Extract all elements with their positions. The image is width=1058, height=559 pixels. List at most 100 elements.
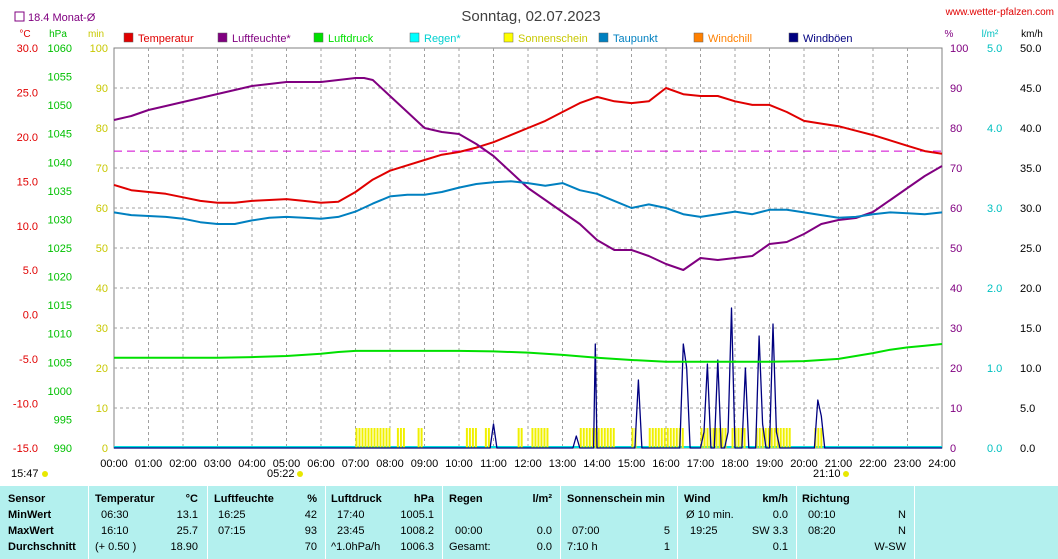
humidity-tick: 90	[950, 83, 962, 95]
header-temp-unit: °C	[185, 493, 198, 505]
rain-value: 0.0	[536, 541, 552, 553]
humidity-tick: 30	[950, 323, 962, 335]
time-tick: 03:00	[204, 458, 232, 470]
wind-time: 19:25	[690, 525, 718, 537]
legend-label: Regen*	[424, 33, 461, 45]
press-trend: ^1.0hPa/h	[331, 541, 381, 553]
header-sensor: Sensor	[8, 493, 46, 505]
sunshine-stripe	[520, 428, 523, 448]
column-divider	[796, 486, 797, 559]
column-divider	[914, 486, 915, 559]
temp-tick: 5.0	[23, 265, 38, 277]
sunshine-stripe	[758, 428, 761, 448]
month-avg-label: 18.4 Monat-Ø	[28, 12, 96, 24]
sunshine-stripe	[417, 428, 420, 448]
temp-tick: -10.0	[13, 399, 38, 411]
site-link[interactable]: www.wetter-pfalzen.com	[945, 7, 1054, 18]
temp-value: 13.1	[176, 509, 198, 521]
sunshine-stripe	[606, 428, 609, 448]
sunshine-stripe	[681, 428, 684, 448]
sunshine-stripe	[631, 428, 634, 448]
rain-total-label: Gesamt:	[449, 541, 491, 553]
sunshine-stripe	[782, 428, 785, 448]
pressure-tick: 1060	[48, 43, 72, 55]
sunshine-stripe	[582, 428, 585, 448]
sunshine-stripe	[731, 428, 734, 448]
time-tick: 24:00	[928, 458, 956, 470]
legend-label: Windchill	[708, 33, 752, 45]
sunshine-stripe	[666, 428, 669, 448]
month-avg-icon	[14, 11, 25, 22]
sunshine-stripe	[743, 428, 746, 448]
time-tick: 00:00	[100, 458, 128, 470]
sunshine-stripe	[788, 428, 791, 448]
sunshine-stripe	[672, 428, 675, 448]
sunshine-tick: 60	[96, 203, 108, 215]
hum-value: 93	[304, 525, 317, 537]
header-temp: Temperatur	[95, 493, 155, 505]
time-tick: 19:00	[756, 458, 784, 470]
sunshine-stripe	[367, 428, 370, 448]
row-label: MaxWert	[8, 525, 54, 537]
rain-tick: 1.0	[987, 363, 1002, 375]
header-sunshine: Sonnenschein min	[567, 493, 665, 505]
sunshine-stripe	[700, 428, 703, 448]
sunshine-tick: 0	[102, 443, 108, 455]
sunshine-stripe	[651, 428, 654, 448]
hum-time: 07:15	[218, 525, 246, 537]
sunshine-stripe	[612, 428, 615, 448]
sunshine-stripe	[355, 428, 358, 448]
temp-tick: -5.0	[19, 354, 38, 366]
sunshine-tick: 50	[96, 243, 108, 255]
sunshine-bar	[355, 428, 391, 448]
sunshine-stripe	[594, 428, 597, 448]
column-divider	[325, 486, 326, 559]
sunshine-stripe	[785, 428, 788, 448]
sunshine-stripe	[585, 428, 588, 448]
wind-tick: 15.0	[1020, 323, 1041, 335]
time-tick: 20:00	[790, 458, 818, 470]
temp-tick: 25.0	[17, 87, 38, 99]
luftfeuchte-series	[113, 77, 943, 271]
sunset-icon	[843, 471, 849, 477]
sun-icon	[42, 471, 48, 477]
sunshine-stripe	[361, 428, 364, 448]
column-divider	[442, 486, 443, 559]
sunshine-stripe	[654, 428, 657, 448]
rain-value: 0.0	[536, 525, 552, 537]
sunshine-stripe	[579, 428, 582, 448]
time-tick: 22:00	[859, 458, 887, 470]
pressure-tick: 1035	[48, 186, 72, 198]
axis-ticks: 30.0 25.0 20.0 15.0 10.0 5.0 0.0 -5.0 -10.0 -15.0…	[13, 43, 1042, 470]
dir-time: 00:10	[808, 509, 836, 521]
sunshine-stripe	[770, 428, 773, 448]
rain-tick: 4.0	[987, 123, 1002, 135]
sunshine-tick: 10	[96, 403, 108, 415]
sunshine-stripe	[724, 428, 727, 448]
sunshine-stripe	[465, 428, 468, 448]
temperatur-series	[113, 87, 943, 204]
sunshine-stripe	[820, 428, 823, 448]
sunshine-unit: min	[88, 29, 104, 40]
rain-tick: 5.0	[987, 43, 1002, 55]
time-tick: 02:00	[169, 458, 197, 470]
sunshine-bar	[531, 428, 549, 448]
time-tick: 21:00	[825, 458, 853, 470]
pressure-tick: 990	[54, 443, 72, 455]
chart-grid	[113, 47, 943, 449]
pressure-tick: 1005	[48, 357, 72, 369]
sunshine-stripe	[474, 428, 477, 448]
chart-title: Sonntag, 02.07.2023	[461, 8, 600, 25]
time-tick: 18:00	[721, 458, 749, 470]
legend-swatch	[313, 32, 324, 43]
humidity-unit: %	[945, 29, 954, 40]
sunshine-tick: 30	[96, 323, 108, 335]
legend-label: Sonnenschein	[518, 33, 588, 45]
clock-label: 15:47	[11, 468, 39, 480]
wind-value: 0.0	[772, 509, 788, 521]
temp-tick: 10.0	[17, 221, 38, 233]
pressure-tick: 1030	[48, 214, 72, 226]
wind-tick: 30.0	[1020, 203, 1041, 215]
sunshine-stripe	[385, 428, 388, 448]
sunshine-bar	[396, 428, 405, 448]
